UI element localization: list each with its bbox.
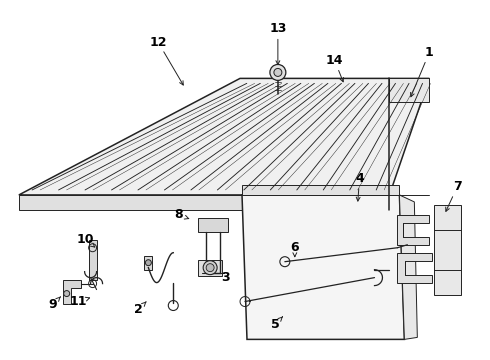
Polygon shape [397,253,432,283]
Text: 14: 14 [326,54,343,67]
Polygon shape [19,78,429,195]
Text: 11: 11 [70,295,87,308]
Text: 8: 8 [174,208,183,221]
Text: 4: 4 [355,171,364,185]
Text: 10: 10 [77,233,95,246]
Polygon shape [390,78,429,102]
Polygon shape [63,280,81,303]
Polygon shape [198,260,222,276]
Text: 9: 9 [49,298,57,311]
Polygon shape [242,195,404,339]
Circle shape [203,261,217,275]
Text: 12: 12 [149,36,167,49]
Text: 6: 6 [291,241,299,254]
Circle shape [64,291,70,297]
Polygon shape [19,195,390,210]
Text: 13: 13 [269,22,287,35]
Polygon shape [89,240,97,280]
Circle shape [206,264,214,272]
Circle shape [146,260,151,266]
Polygon shape [242,185,399,195]
Text: 2: 2 [134,303,143,316]
Text: 5: 5 [270,318,279,331]
Circle shape [270,64,286,80]
Text: 7: 7 [453,180,462,193]
Polygon shape [399,195,417,339]
Polygon shape [145,256,152,270]
Text: 1: 1 [425,46,434,59]
Polygon shape [397,215,429,245]
Polygon shape [198,218,228,232]
Circle shape [274,68,282,76]
Polygon shape [434,205,461,294]
Text: 3: 3 [221,271,229,284]
